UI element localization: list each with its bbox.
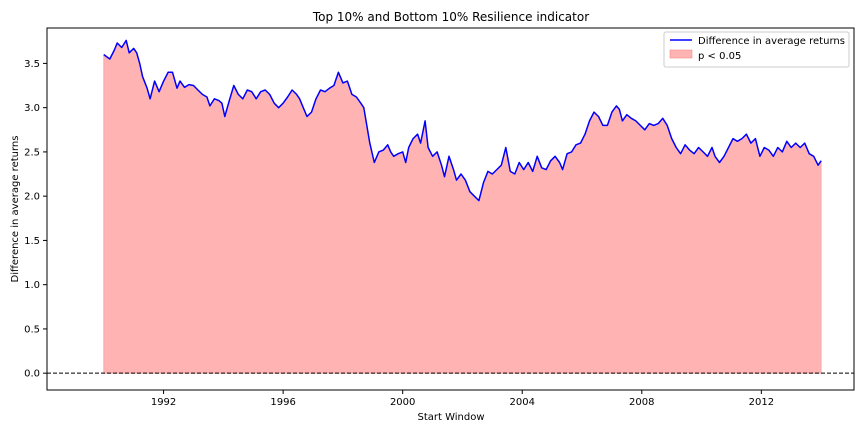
y-tick-label: 2.0: [24, 192, 40, 203]
legend-patch-swatch: [669, 49, 693, 59]
y-axis-ticks: 0.0 0.5 1.0 1.5 2.0 2.5 3.0 3.5: [24, 59, 47, 380]
y-tick-label: 1.5: [24, 236, 40, 247]
y-tick-label: 1.0: [24, 280, 40, 291]
legend: Difference in average returns p < 0.05: [663, 31, 850, 68]
x-axis-label: Start Window: [417, 412, 484, 423]
legend-patch-label: p < 0.05: [698, 51, 741, 62]
axes-frame: [46, 27, 855, 391]
y-tick-label: 2.5: [24, 147, 40, 158]
chart-title: Top 10% and Bottom 10% Resilience indica…: [312, 10, 589, 24]
y-tick-label: 3.0: [24, 103, 40, 114]
plot-area: [46, 27, 855, 391]
x-tick-label: 2008: [629, 397, 654, 408]
y-axis-label: Difference in average returns: [10, 136, 21, 283]
y-tick-label: 0.5: [24, 324, 40, 335]
y-tick-label: 3.5: [24, 59, 40, 70]
x-tick-label: 2000: [390, 397, 415, 408]
x-tick-label: 1992: [151, 397, 176, 408]
legend-box: [663, 31, 850, 68]
x-tick-label: 1996: [270, 397, 295, 408]
x-tick-label: 2012: [749, 397, 774, 408]
legend-line-label: Difference in average returns: [698, 36, 845, 47]
series-line: [103, 39, 822, 202]
x-tick-label: 2004: [510, 397, 535, 408]
x-axis-ticks: 1992 1996 2000 2004 2008 2012: [151, 390, 774, 408]
y-tick-label: 0.0: [24, 369, 40, 380]
significance-fill: [103, 39, 822, 374]
